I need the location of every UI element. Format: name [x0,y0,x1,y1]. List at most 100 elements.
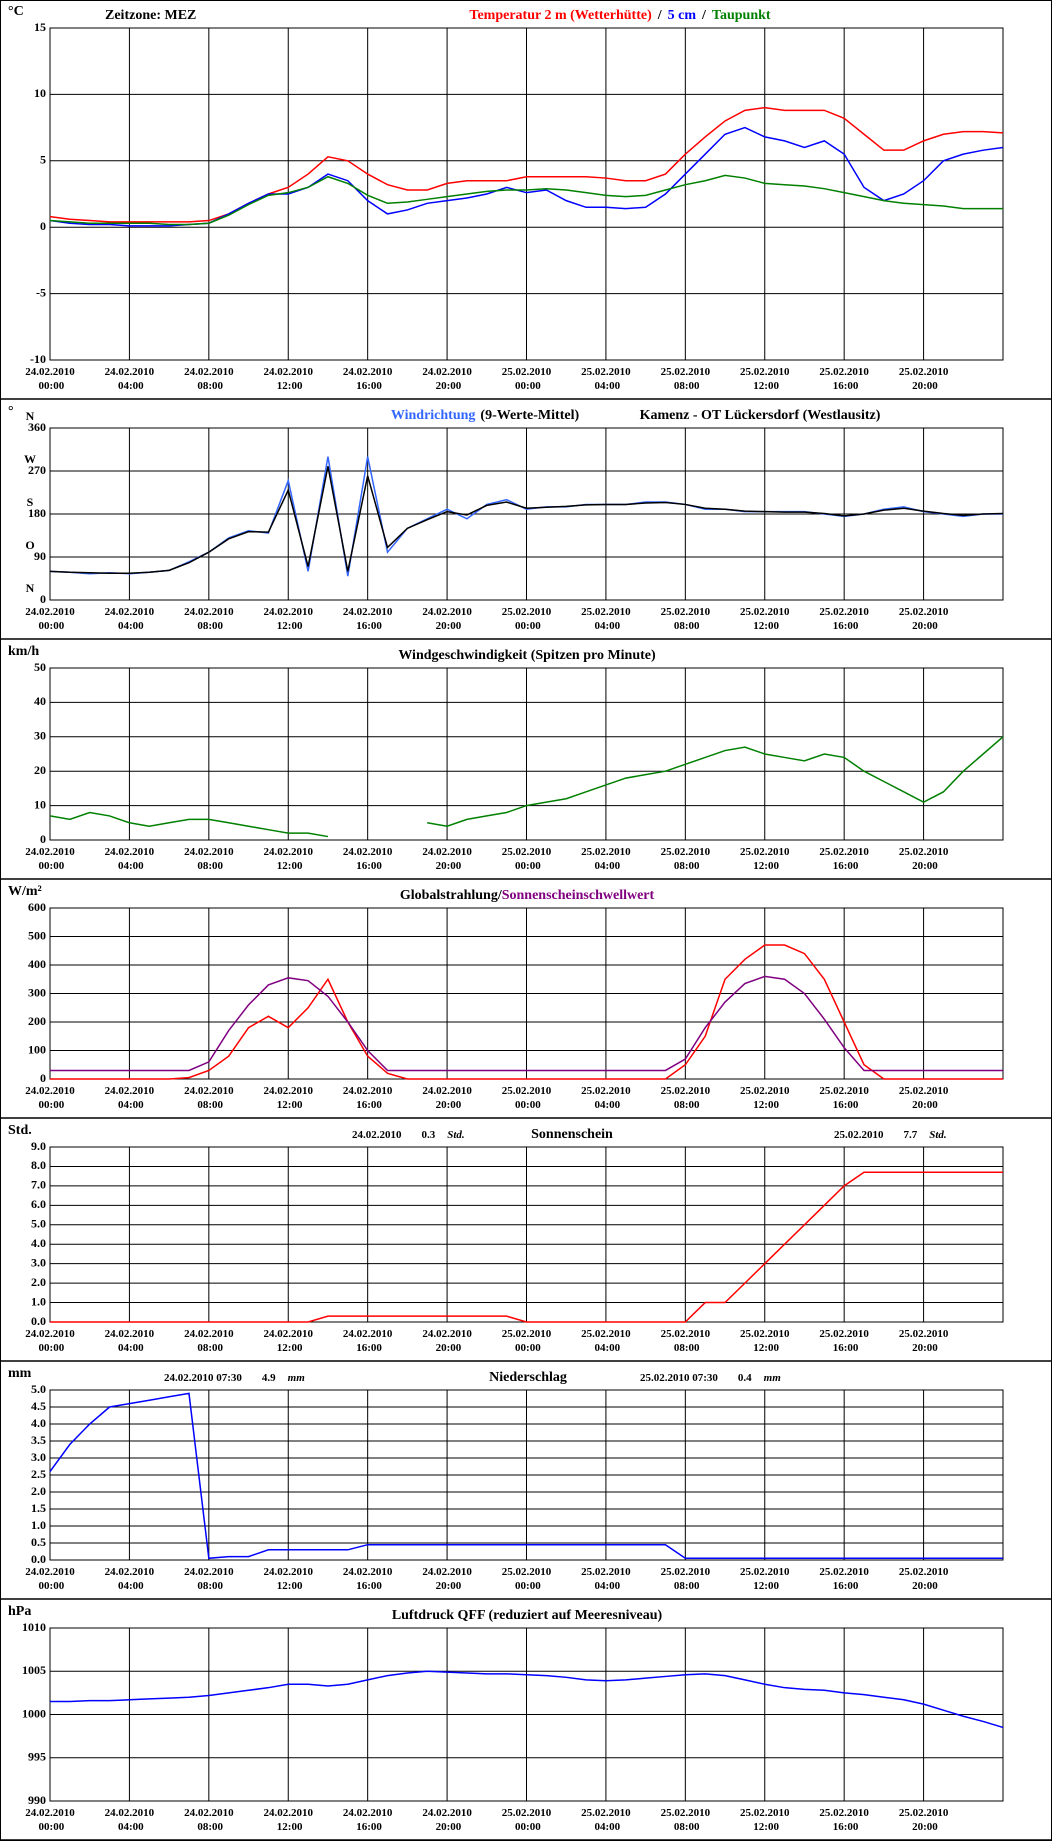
x-tick-label: 25.02.2010 04:00 [581,1328,631,1354]
data-line [50,1171,1003,1323]
y-unit: mm [8,1366,32,1381]
annotation-unit: mm [764,1372,782,1384]
plot-frame [49,1627,1004,1802]
chart-title: Zeitzone: MEZ [105,8,196,23]
y-tick-label: 4.5 [31,1399,46,1413]
x-tick-label: 24.02.2010 04:00 [105,1566,155,1592]
x-tick-label: 24.02.2010 16:00 [343,1566,393,1592]
x-tick-label: 25.02.2010 16:00 [819,1328,869,1354]
annotation: 24.02.2010 0.3 Std. [352,1129,465,1141]
legend-entry: Globalstrahlung/ [400,888,503,903]
y-tick-label: 270 [28,463,46,477]
x-tick-label: 24.02.2010 08:00 [184,606,234,632]
x-tick-label: 24.02.2010 00:00 [25,846,75,872]
y-tick-label: 3.0 [31,1255,46,1269]
x-tick-label: 24.02.2010 12:00 [264,366,314,392]
y-tick-label: 200 [28,1014,46,1028]
data-line [49,811,329,838]
legend-entry: Windrichtung [391,408,476,423]
x-tick-label: 24.02.2010 04:00 [105,1085,155,1111]
y-unit: Std. [8,1123,32,1138]
y-tick-label: -10 [30,352,46,366]
x-tick-label: 25.02.2010 20:00 [899,846,949,872]
x-tick-label: 24.02.2010 20:00 [422,366,472,392]
legend-entry: Taupunkt [712,8,771,23]
x-tick-label: 24.02.2010 20:00 [422,606,472,632]
data-line [49,174,1003,226]
compass-label: S [27,495,34,509]
x-tick-label: 24.02.2010 00:00 [25,366,75,392]
x-tick-label: 24.02.2010 12:00 [264,606,314,632]
compass-label: O [25,538,34,552]
data-line [50,944,1003,1080]
y-tick-label: 4.0 [31,1236,46,1250]
chart-title: Windgeschwindigkeit (Spitzen pro Minute) [398,648,656,663]
y-tick-label: 10 [34,797,46,811]
data-line [427,736,1004,828]
y-tick-label: 1000 [22,1706,46,1720]
x-tick-label: 25.02.2010 20:00 [899,366,949,392]
x-tick-label: 25.02.2010 16:00 [819,846,869,872]
y-tick-label: 5 [40,153,46,167]
x-tick-label: 25.02.2010 00:00 [502,366,552,392]
legend-separator: / [701,8,707,23]
y-unit: °C [8,4,24,19]
y-tick-label: 0 [40,832,46,846]
y-tick-label: 500 [28,928,46,942]
x-tick-label: 24.02.2010 00:00 [25,1807,75,1833]
plot-frame [49,1389,1004,1561]
x-tick-label: 24.02.2010 16:00 [343,366,393,392]
y-tick-label: 300 [28,985,46,999]
compass-label: W [24,452,36,466]
x-tick-label: 25.02.2010 12:00 [740,1566,790,1592]
y-tick-label: 3.0 [31,1450,46,1464]
annotation: 24.02.2010 07:30 4.9 mm [164,1372,305,1384]
x-tick-label: 24.02.2010 12:00 [264,1807,314,1833]
x-tick-label: 25.02.2010 04:00 [581,1085,631,1111]
y-tick-label: 1010 [22,1620,46,1634]
x-tick-label: 25.02.2010 08:00 [661,366,711,392]
legend-entry: Temperatur 2 m (Wetterhütte) [469,8,652,23]
y-tick-label: 50 [34,660,46,674]
y-tick-label: 1.0 [31,1518,46,1532]
legend-entry: Sonnenscheinschwellwert [502,888,655,903]
x-tick-label: 24.02.2010 00:00 [25,1328,75,1354]
y-tick-label: 15 [34,20,46,34]
chart-title: Niederschlag [489,1370,567,1385]
data-line [49,1392,1003,1560]
legend: Globalstrahlung/Sonnenscheinschwellwert [400,888,655,903]
x-tick-label: 24.02.2010 00:00 [25,606,75,632]
y-unit: ° [8,404,14,419]
y-tick-label: -5 [36,285,46,299]
x-tick-label: 24.02.2010 08:00 [184,1807,234,1833]
x-tick-label: 24.02.2010 04:00 [105,1328,155,1354]
x-tick-label: 25.02.2010 04:00 [581,1566,631,1592]
y-tick-label: 0 [40,592,46,606]
x-tick-label: 25.02.2010 08:00 [661,846,711,872]
x-tick-label: 24.02.2010 12:00 [264,1328,314,1354]
y-tick-label: 40 [34,694,46,708]
x-tick-label: 25.02.2010 16:00 [819,366,869,392]
x-tick-label: 25.02.2010 00:00 [502,1328,552,1354]
y-tick-label: 90 [34,549,46,563]
x-tick-label: 25.02.2010 20:00 [899,1566,949,1592]
y-tick-label: 180 [28,506,46,520]
y-unit: W/m² [8,884,42,899]
x-tick-label: 24.02.2010 08:00 [184,1085,234,1111]
y-tick-label: 100 [28,1042,46,1056]
y-unit: km/h [8,644,39,659]
y-tick-label: 9.0 [31,1139,46,1153]
y-tick-label: 0.0 [31,1314,46,1328]
annotation: 25.02.2010 07:30 0.4 mm [640,1372,781,1384]
x-tick-label: 24.02.2010 16:00 [343,1807,393,1833]
y-tick-label: 10 [34,86,46,100]
x-tick-label: 24.02.2010 00:00 [25,1566,75,1592]
y-tick-label: 990 [28,1793,46,1807]
x-tick-label: 25.02.2010 00:00 [502,1566,552,1592]
x-tick-label: 24.02.2010 08:00 [184,846,234,872]
x-tick-label: 24.02.2010 08:00 [184,1328,234,1354]
y-unit: hPa [8,1604,31,1619]
chart-subtitle: Kamenz - OT Lückersdorf (Westlausitz) [640,408,881,423]
x-tick-label: 25.02.2010 16:00 [819,1807,869,1833]
